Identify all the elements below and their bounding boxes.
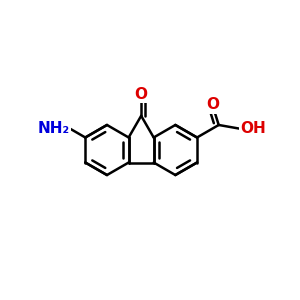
Text: NH₂: NH₂	[38, 121, 70, 136]
Text: O: O	[135, 87, 148, 102]
Text: OH: OH	[240, 121, 266, 136]
Text: O: O	[206, 98, 219, 112]
